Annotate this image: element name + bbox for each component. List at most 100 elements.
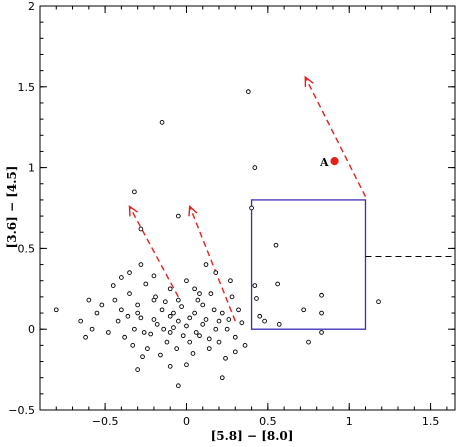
x-tick-label: 0 [183,415,190,428]
scatter-point [197,333,202,339]
scatter-point [197,291,202,296]
scatter-point [171,310,176,316]
scatter-point [252,283,258,288]
scatter-point [132,189,137,195]
scatter-point [208,291,214,296]
scatter-point [125,313,131,319]
scatter-point [179,304,184,309]
scatter-point [158,352,163,358]
reddening-arrowhead [304,75,314,88]
scatter-point [151,317,157,322]
scatter-point [154,322,160,327]
scatter-point [232,349,238,355]
scatter-point [184,362,189,368]
scatter-point [228,278,233,284]
x-tick-label: −0.5 [92,415,119,428]
scatter-point [175,383,181,389]
scatter-point [110,283,116,288]
scatter-point [319,292,324,298]
scatter-point [159,120,165,125]
scatter-point [119,307,124,313]
scatter-point [138,226,144,232]
scatter-point [200,322,206,327]
scatter-point [161,326,167,332]
scatter-point [195,297,201,303]
scatter-point [245,89,251,94]
marks-layer: A [53,89,381,389]
scatter-point [167,364,173,369]
scatter-point [213,326,219,332]
scatter-point [276,322,282,327]
scatter-point [242,343,248,348]
scatter-point [216,318,222,324]
scatter-point [229,294,235,300]
y-tick-label: 1.5 [18,81,36,94]
scatter-point [275,281,280,287]
scatter-point [151,273,157,279]
scatter-point [119,275,124,280]
reddening-arrowhead [128,204,139,217]
scatter-point [135,302,140,308]
scatter-point [106,330,111,335]
scatter-point [254,296,259,301]
scatter-point [224,326,230,332]
scatter-point [211,307,217,313]
scatter-point [94,310,100,316]
scatter-point [213,270,219,275]
scatter-point [171,325,176,330]
scatter-point [53,307,59,313]
scatter-point [145,346,150,351]
scatter-point [78,318,84,324]
scatter-point [203,317,209,322]
scatter-point [132,326,137,332]
plot-frame [39,5,456,411]
scatter-point [203,262,209,267]
scatter-point [319,330,324,335]
scatter-point [175,213,181,219]
reddening-arrow [304,76,367,198]
scatter-point [122,334,127,340]
scatter-point [135,367,140,372]
scatter-point [319,310,324,316]
scatter-point [232,334,238,340]
scatter-point [223,355,228,361]
scatter-point [301,307,306,313]
y-axis-label: [3.6] − [4.5] [5,166,19,249]
x-tick-label: 0.5 [259,415,277,428]
scatter-point [174,346,180,351]
y-tick-label: 0.5 [18,242,36,255]
scatter-point [192,286,197,292]
scatter-point [143,281,149,287]
x-tick-label: 1.5 [422,415,440,428]
x-axis-label: [5.8] − [8.0] [211,429,294,443]
scatter-point [252,165,258,170]
scatter-point [216,339,222,345]
scatter-point [175,318,181,324]
y-tick-label: −0.5 [8,404,35,417]
scatter-point [138,262,144,267]
scatter-point [135,310,140,316]
scatter-point [262,318,267,324]
scatter-point [83,334,88,340]
plot-layer [128,75,453,330]
scatter-point [376,299,381,305]
scatter-point [226,317,232,322]
scatter-point [153,294,158,300]
scatter-point [257,313,263,319]
scatter-point [167,286,173,292]
scatter-point [193,330,199,335]
reddening-arrow [128,206,179,298]
scatter-point [236,307,241,313]
scatter-point [138,315,144,321]
scatter-point [140,354,145,360]
scatter-point [167,313,173,319]
scatter-point [187,315,193,321]
scatter-point [273,242,279,248]
scatter-point [306,339,311,345]
scatter-point [239,320,245,326]
scatter-point [167,330,173,335]
y-tick-label: 2 [28,0,35,13]
reddening-arrow [189,206,236,322]
scatter-point [148,331,154,337]
